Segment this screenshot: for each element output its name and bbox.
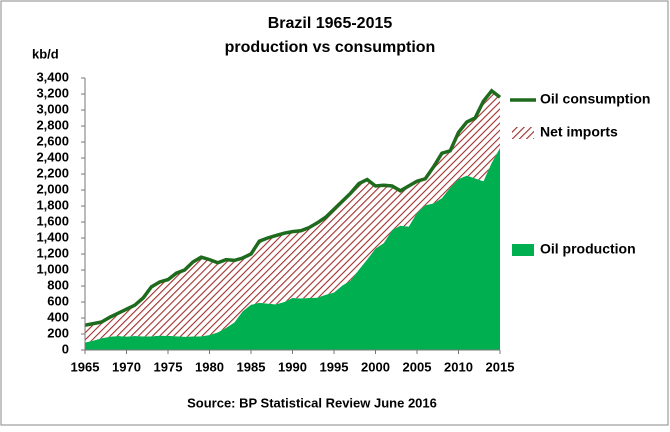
area [85, 147, 500, 350]
chart-title: Brazil 1965-2015 [268, 15, 393, 32]
x-tick-label: 2005 [403, 359, 432, 374]
source-note: Source: BP Statistical Review June 2016 [187, 395, 437, 410]
y-tick-label: 3,200 [36, 85, 69, 100]
y-tick-label: 400 [47, 309, 69, 324]
line [84, 88, 502, 327]
chart-subtitle: production vs consumption [225, 39, 436, 56]
x-tick-label: 1975 [154, 359, 183, 374]
x-tick-label: 1990 [278, 359, 307, 374]
y-tick-label: 2,000 [36, 181, 69, 196]
legend-swatch [512, 244, 534, 256]
y-axis-label: kb/d [32, 46, 59, 61]
x-tick-label: 1965 [71, 359, 100, 374]
y-tick-label: 3,400 [36, 69, 69, 84]
y-tick-label: 1,000 [36, 261, 69, 276]
y-tick-label: 3,000 [36, 101, 69, 116]
x-tick-label: 1985 [237, 359, 266, 374]
legend-swatch [512, 127, 534, 139]
legend-label: Oil consumption [540, 91, 650, 107]
y-tick-label: 2,800 [36, 117, 69, 132]
y-tick-label: 800 [47, 277, 69, 292]
x-tick-label: 1995 [320, 359, 349, 374]
y-tick-label: 0 [62, 341, 69, 356]
legend-label: Net imports [540, 124, 618, 140]
y-tick-label: 1,400 [36, 229, 69, 244]
y-tick-label: 1,200 [36, 245, 69, 260]
x-tick-label: 1980 [195, 359, 224, 374]
y-tick-label: 2,600 [36, 133, 69, 148]
y-tick-label: 2,200 [36, 165, 69, 180]
x-tick-label: 2015 [486, 359, 515, 374]
x-tick-label: 2010 [444, 359, 473, 374]
area [85, 90, 500, 343]
y-tick-label: 2,400 [36, 149, 69, 164]
y-tick-label: 200 [47, 325, 69, 340]
legend-label: Oil production [540, 241, 636, 257]
x-tick-label: 2000 [361, 359, 390, 374]
y-tick-label: 1,800 [36, 197, 69, 212]
y-tick-label: 600 [47, 293, 69, 308]
y-tick-label: 1,600 [36, 213, 69, 228]
x-tick-label: 1970 [112, 359, 141, 374]
